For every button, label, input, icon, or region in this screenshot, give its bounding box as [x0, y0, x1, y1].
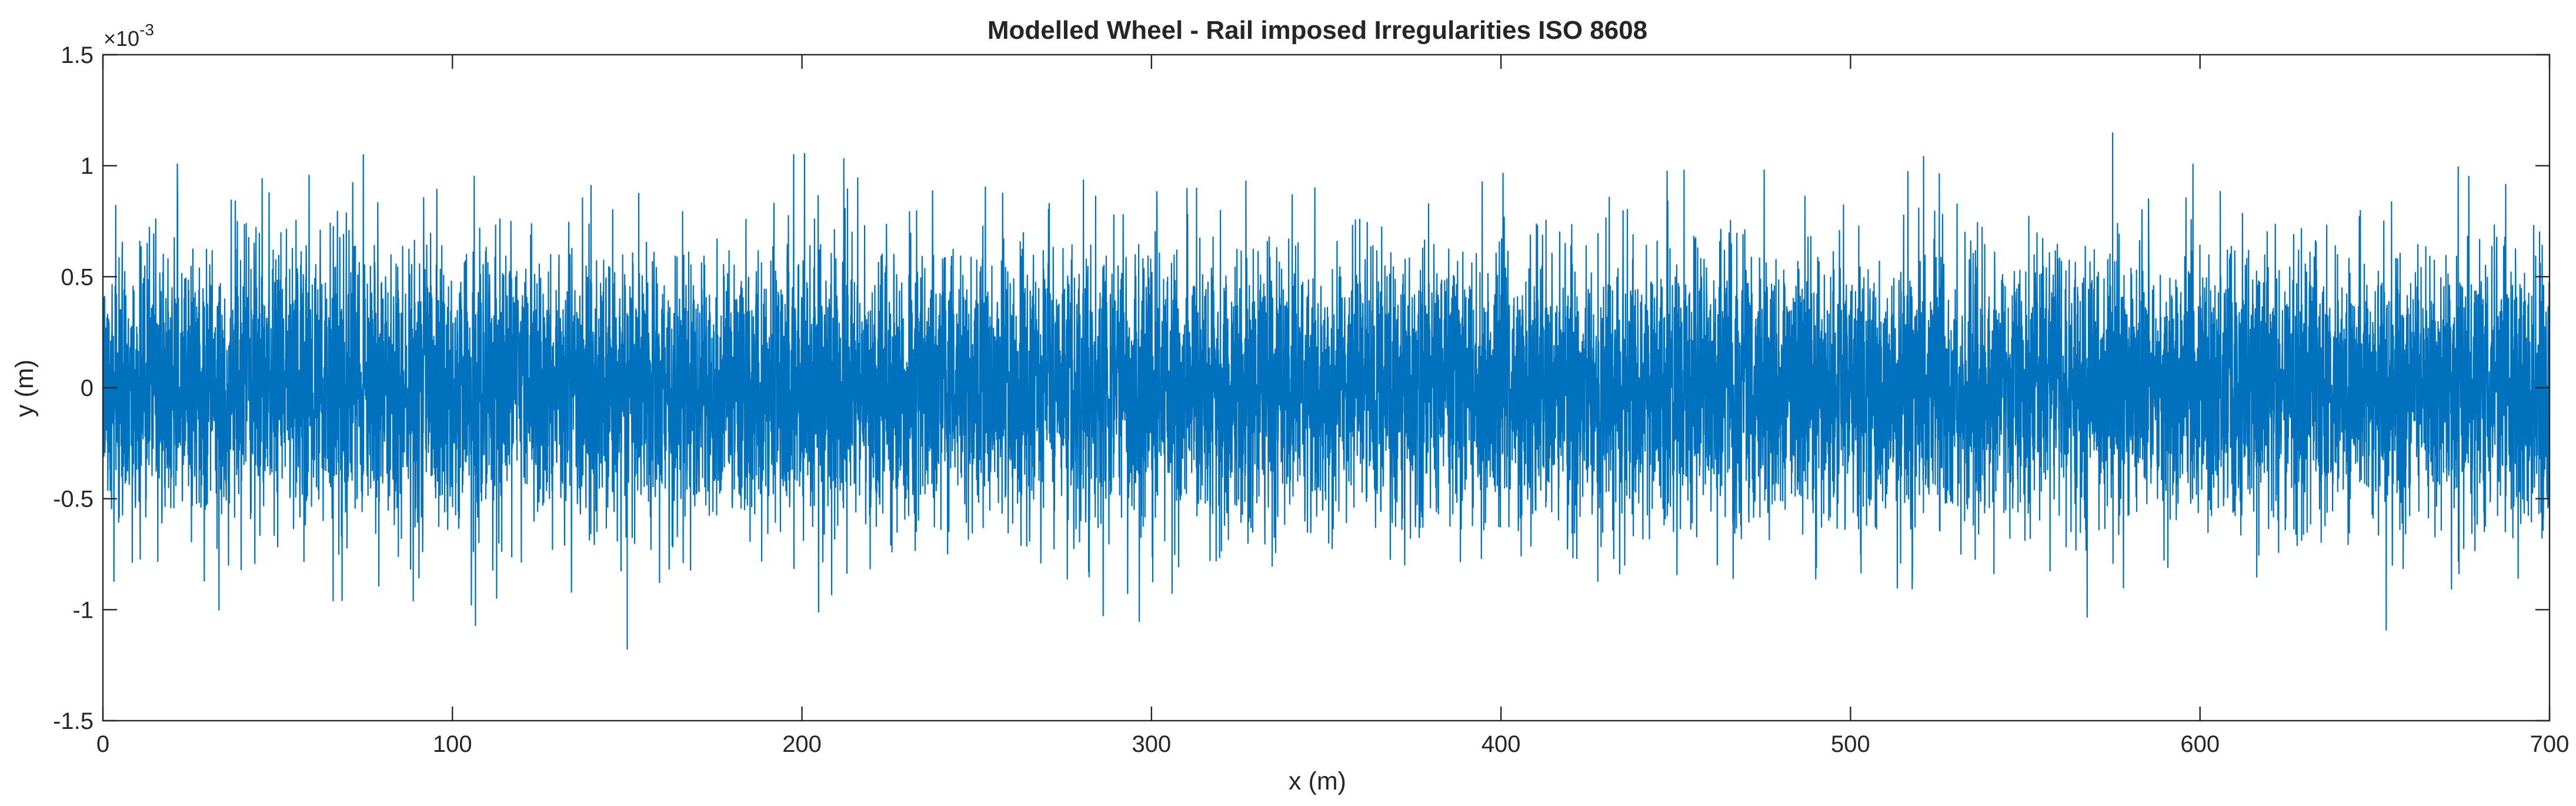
- y-tick-label-0: -1.5: [53, 708, 94, 734]
- x-tick-label-7: 700: [2530, 731, 2570, 757]
- y-axis-label: y (m): [11, 359, 39, 417]
- y-exponent-label: ×10-3: [104, 21, 154, 51]
- axes: 0 100 200 300 400 500 600 700 -1.5 -1 -0.5 0 0.5 1 1.5: [53, 42, 2569, 757]
- x-tick-label-5: 500: [1831, 731, 1870, 757]
- y-tick-label-1: -1: [72, 597, 94, 623]
- x-tick-label-2: 200: [782, 731, 822, 757]
- y-tick-label-3: 0: [81, 375, 94, 401]
- y-exponent-base: ×10: [104, 26, 139, 51]
- y-tick-label-5: 1: [81, 154, 94, 179]
- plot-area: [102, 132, 2551, 650]
- y-exponent-power: -3: [139, 21, 154, 39]
- x-tick-label-1: 100: [433, 731, 472, 757]
- x-axis-label: x (m): [1289, 767, 1346, 795]
- x-tick-label-0: 0: [96, 731, 109, 757]
- y-tick-label-4: 0.5: [61, 264, 94, 290]
- chart-title: Modelled Wheel - Rail imposed Irregulari…: [987, 16, 1647, 45]
- y-tick-label-6: 1.5: [61, 42, 94, 68]
- x-tick-label-4: 400: [1481, 731, 1521, 757]
- x-tick-label-6: 600: [2180, 731, 2220, 757]
- data-series-line-0: [102, 152, 2551, 631]
- y-tick-label-2: -0.5: [53, 487, 94, 512]
- x-tick-label-3: 300: [1132, 731, 1171, 757]
